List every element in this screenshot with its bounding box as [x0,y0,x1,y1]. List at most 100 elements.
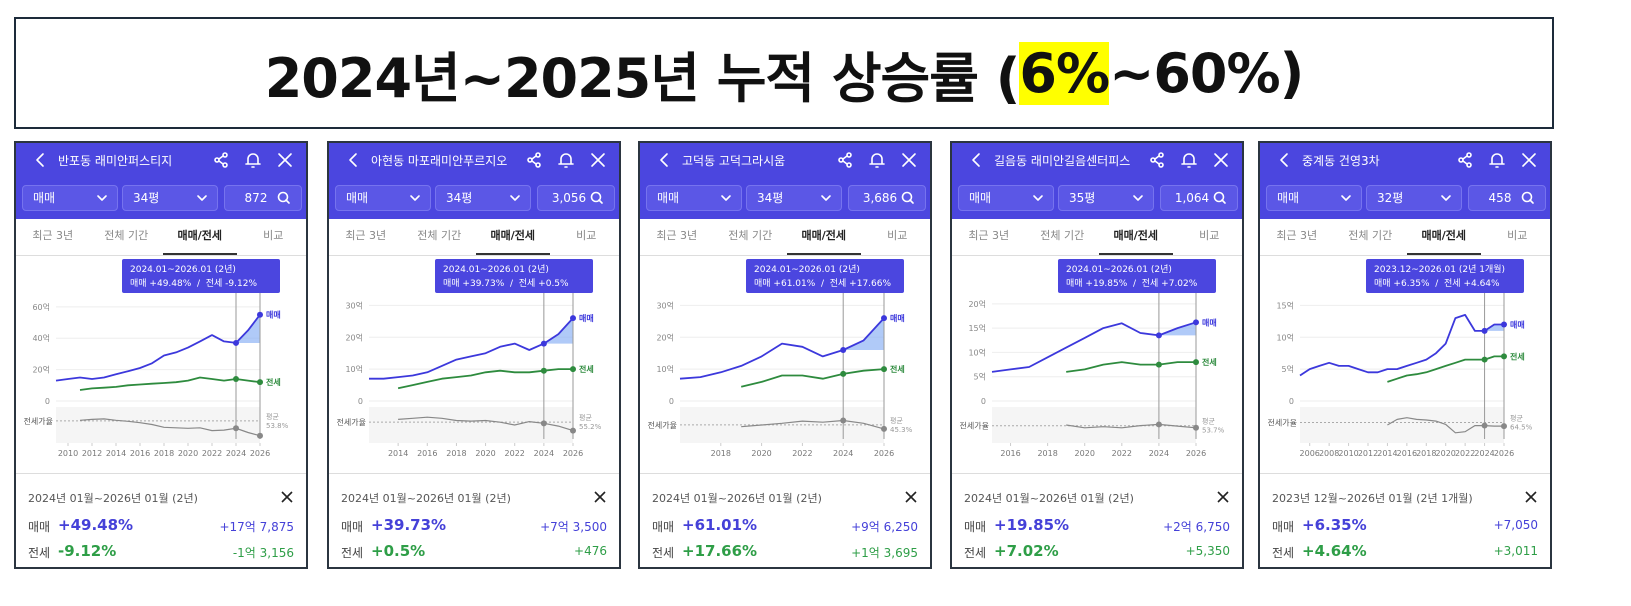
panel-title: 길음동 래미안길음센터피스 [994,154,1131,168]
close-button[interactable] [900,151,918,169]
tab[interactable]: 전체 기간 [1348,229,1393,242]
series-line [740,368,885,388]
trade-select[interactable]: 매매 [335,185,431,211]
search-count[interactable]: 1,064 [1160,185,1238,211]
tab[interactable]: 매매/전세 [1407,219,1481,255]
y-tick-label: 0 [669,397,674,406]
summary-close[interactable] [902,488,920,506]
share-button[interactable] [1148,151,1166,169]
back-button[interactable] [656,151,674,169]
alarm-button[interactable] [1180,151,1198,169]
highlight-area [843,318,884,350]
tab[interactable]: 전체 기간 [1040,229,1085,242]
search-count[interactable]: 3,056 [537,185,615,211]
size-select-text: 35평 [1069,191,1096,205]
close-button[interactable] [1520,151,1538,169]
alarm-button[interactable] [557,151,575,169]
title-after: ~60%) [1109,41,1304,105]
alarm-button[interactable] [244,151,262,169]
tab[interactable]: 비교 [887,229,908,242]
series-line [79,376,261,391]
trade-select[interactable]: 매매 [22,185,118,211]
tab[interactable]: 매매/전세 [476,219,550,255]
back-button[interactable] [345,151,363,169]
tooltip-detail: 매매 +61.01% / 전세 +17.66% [754,278,891,289]
dropdown-arrow [1033,195,1043,201]
series-dot [1481,327,1488,334]
panel-title: 반포동 래미안퍼스티지 [58,154,173,168]
tab[interactable]: 최근 3년 [345,229,387,242]
tooltip-detail: 매매 +39.73% / 전세 +0.5% [443,278,569,289]
trade-select[interactable]: 매매 [958,185,1054,211]
tab[interactable]: 최근 3년 [1276,229,1318,242]
alarm-button[interactable] [1488,151,1506,169]
tooltip-period: 2024.01~2026.01 (2년) [130,264,236,275]
tab[interactable]: 매매/전세 [1099,219,1173,255]
tooltip-period: 2023.12~2026.01 (2년 1개월) [1374,263,1505,275]
alarm-button[interactable] [868,151,886,169]
tab[interactable]: 전체 기간 [728,229,773,242]
tab[interactable]: 매매/전세 [163,219,237,255]
search-count[interactable]: 872 [224,185,302,211]
x-tick-label: 2018 [446,449,466,458]
close-button[interactable] [1212,151,1230,169]
tooltip-box [1058,259,1216,293]
highlight-area [543,318,573,344]
size-select[interactable]: 32평 [1366,185,1462,211]
tab[interactable]: 비교 [576,229,597,242]
tab[interactable]: 전체 기간 [104,229,149,242]
series-dot [881,366,887,373]
tab[interactable]: 최근 3년 [32,229,74,242]
summary-close[interactable] [591,488,609,506]
panel-header: 중계동 건영3차 매매 32평 458 [1260,143,1550,219]
trade-select[interactable]: 매매 [646,185,742,211]
series-dot [1193,359,1199,366]
count-text: 1,064 [1174,191,1210,205]
back-button[interactable] [32,151,50,169]
close-button[interactable] [589,151,607,169]
series-dot [1155,361,1162,368]
size-select[interactable]: 35평 [1058,185,1154,211]
tooltip-detail: 매매 +19.85% / 전세 +7.02% [1066,278,1198,289]
tab[interactable]: 전체 기간 [417,229,462,242]
x-tick-label: 2020 [1436,449,1456,458]
trade-select[interactable]: 매매 [1266,185,1362,211]
row-amount: +476 [574,544,607,558]
row-percent: +61.01% [682,516,758,534]
summary-close[interactable] [1522,488,1540,506]
ratio-line [79,418,261,437]
size-select[interactable]: 34평 [122,185,218,211]
tooltip-detail: 매매 +49.48% / 전세 -9.12% [130,278,257,289]
search-count[interactable]: 458 [1468,185,1546,211]
tab[interactable]: 매매/전세 [787,219,861,255]
summary-close[interactable] [1214,488,1232,506]
share-button[interactable] [1456,151,1474,169]
share-button[interactable] [525,151,543,169]
panel: 아현동 마포래미안푸르지오 매매 34평 3,056 최근 3년 전체 기간 매매/전세 비교… [327,141,621,569]
summary-close[interactable] [278,488,296,506]
search-count[interactable]: 3,686 [848,185,926,211]
close-button[interactable] [276,151,294,169]
x-tick-label: 2016 [417,449,437,458]
size-select[interactable]: 34평 [435,185,531,211]
dropdown-arrow [1341,195,1351,201]
back-button[interactable] [968,151,986,169]
tab[interactable]: 비교 [1199,229,1220,242]
average-label: 평균 [266,412,279,421]
tab[interactable]: 비교 [263,229,284,242]
size-select-text: 34평 [446,191,473,205]
size-select[interactable]: 34평 [746,185,842,211]
tooltip-box [435,259,593,293]
average-label: 평균 [890,416,903,425]
tabs: 최근 3년 전체 기간 매매/전세 비교 [329,219,619,256]
share-button[interactable] [836,151,854,169]
share-button[interactable] [212,151,230,169]
tab[interactable]: 비교 [1507,229,1528,242]
x-tick-label: 2020 [475,449,495,458]
tooltip-period: 2024.01~2026.01 (2년) [754,264,860,275]
back-button[interactable] [1276,151,1294,169]
ratio-band [56,407,260,443]
tab[interactable]: 최근 3년 [968,229,1010,242]
tab[interactable]: 최근 3년 [656,229,698,242]
